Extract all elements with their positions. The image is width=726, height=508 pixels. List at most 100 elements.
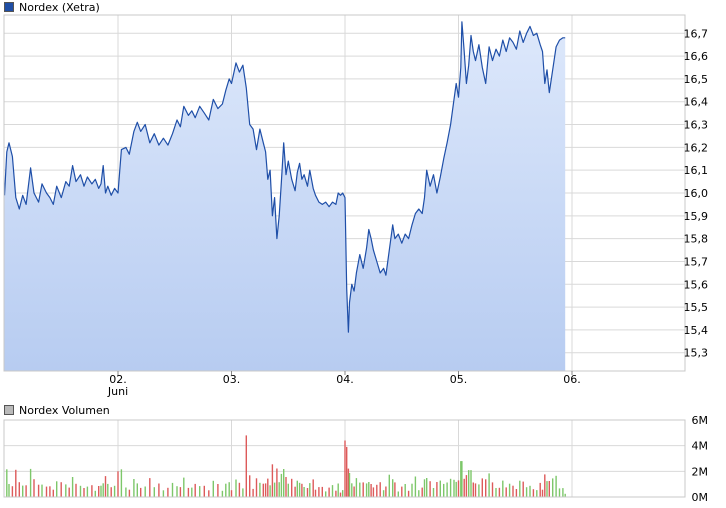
volume-bar (468, 470, 470, 497)
volume-bar (104, 476, 107, 497)
volume-bar (555, 475, 557, 497)
volume-bar (404, 484, 406, 497)
volume-bar (362, 482, 364, 497)
volume-bar (75, 483, 77, 497)
price-y-tick-label: 16,4 (684, 96, 709, 109)
price-y-tick-label: 16,6 (684, 50, 709, 63)
volume-bar (414, 476, 417, 497)
volume-bar (342, 490, 344, 497)
volume-bar (203, 485, 205, 497)
volume-bar (259, 482, 261, 497)
volume-bar (498, 487, 501, 497)
volume-bar (271, 464, 274, 497)
volume-bar (368, 482, 370, 497)
price-y-tick-label: 15,3 (684, 347, 709, 360)
volume-bar (199, 486, 201, 497)
volume-bar (339, 492, 342, 497)
volume-bar (91, 485, 93, 497)
price-y-tick-label: 15,4 (684, 324, 709, 337)
price-y-axis: 15,3 15,4 15,5 15,6 15,7 15,8 15,9 16,0 16,1 16,2… (684, 27, 709, 359)
volume-plot-border (3, 419, 686, 498)
volume-bar (301, 483, 303, 497)
volume-bar (153, 487, 155, 497)
price-x-axis: 02.Juni 03. 04. 05. 06. (107, 371, 581, 398)
volume-y-tick-label: 0M (692, 491, 709, 504)
volume-bar (228, 482, 230, 497)
volume-bar (488, 473, 490, 497)
price-y-tick-label: 16,5 (684, 73, 709, 86)
volume-bar (280, 473, 283, 497)
volume-legend-label: Nordex Volumen (19, 403, 110, 417)
volume-bar (536, 490, 538, 497)
price-y-tick-label: 15,9 (684, 210, 709, 223)
volume-bar (376, 484, 378, 497)
volume-bar (98, 486, 100, 497)
volume-bar (529, 485, 531, 497)
volume-bar (221, 490, 224, 497)
price-y-tick-label: 16,7 (684, 27, 709, 40)
volume-bar (120, 469, 123, 497)
volume-bar (230, 490, 233, 497)
volume-bar (455, 481, 457, 497)
volume-bar (183, 477, 185, 497)
volume-bar (346, 446, 348, 497)
volume-bar (252, 488, 254, 497)
volume-bar (407, 490, 410, 497)
volume-bar (347, 468, 350, 497)
volume-legend-swatch (4, 405, 14, 415)
volume-bar (298, 482, 301, 497)
volume-bar (515, 489, 518, 497)
volume-bar (379, 482, 381, 497)
volume-y-tick-label: 4M (692, 440, 709, 453)
volume-bar (136, 483, 138, 497)
volume-bar (303, 487, 305, 497)
volume-bar (225, 483, 227, 497)
volume-bar (502, 480, 504, 497)
volume-y-axis: 0M 2M 4M 6M (692, 414, 709, 504)
volume-bar (544, 474, 546, 497)
volume-bar (541, 489, 544, 497)
price-x-tick-label: 06. (563, 373, 581, 386)
volume-bar (411, 483, 413, 497)
volume-bar (314, 489, 317, 497)
volume-bar (558, 488, 561, 497)
volume-bar (532, 489, 535, 497)
volume-bar (245, 435, 247, 497)
volume-bar (273, 482, 276, 497)
volume-bar (365, 483, 368, 497)
volume-bar (453, 479, 455, 497)
volume-bar (83, 488, 85, 497)
volume-bar (353, 486, 355, 497)
volume-bar (56, 481, 58, 497)
volume-bar (294, 486, 296, 497)
volume-bar (421, 487, 423, 497)
volume-bar (485, 479, 487, 497)
volume-bar (546, 481, 548, 497)
volume-bar (495, 488, 497, 497)
volume-bar (325, 491, 327, 497)
volume-bar (397, 491, 399, 497)
volume-bar (191, 487, 193, 497)
volume-bar (465, 475, 468, 497)
price-y-tick-label: 16,1 (684, 164, 709, 177)
volume-bars (6, 435, 566, 497)
volume-bar (525, 487, 528, 497)
volume-bar (171, 482, 174, 497)
price-area (4, 21, 566, 372)
volume-bar (505, 487, 507, 497)
volume-legend: Nordex Volumen (4, 403, 110, 417)
volume-bar (474, 483, 477, 497)
volume-bar (296, 480, 298, 497)
volume-bar (312, 479, 314, 497)
volume-bar (107, 483, 109, 497)
volume-bar (491, 482, 494, 497)
volume-bar (267, 478, 269, 497)
volume-bar (49, 486, 51, 497)
volume-bar (179, 487, 182, 497)
volume-bar (457, 480, 460, 497)
price-x-tick-label: 02. (109, 373, 127, 386)
volume-bar (318, 487, 320, 497)
volume-bar (264, 483, 267, 497)
volume-bar (242, 488, 244, 497)
volume-bar (519, 480, 521, 497)
